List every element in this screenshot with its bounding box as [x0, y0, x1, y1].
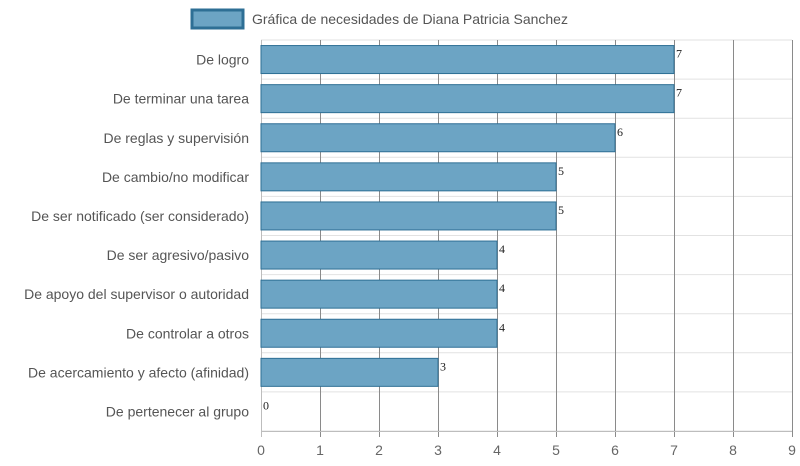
x-tick-label: 2 [375, 442, 383, 458]
legend-swatch[interactable] [190, 8, 245, 30]
bar-value-label: 0 [263, 398, 269, 412]
x-tick-label: 3 [434, 442, 442, 458]
x-tick-label: 5 [552, 442, 560, 458]
bar-value-label: 7 [676, 47, 682, 61]
bar[interactable] [260, 357, 439, 387]
bar[interactable] [260, 162, 557, 192]
category-label: De acercamiento y afecto (afinidad) [28, 364, 249, 380]
bar[interactable] [260, 318, 498, 348]
x-tick-label: 4 [493, 442, 501, 458]
bar-value-label: 3 [440, 359, 446, 373]
bar-value-label: 5 [558, 203, 564, 217]
legend-label[interactable]: Gráfica de necesidades de Diana Patricia… [252, 11, 568, 27]
x-tick-label: 6 [611, 442, 619, 458]
category-labels: De logro De terminar una tarea De reglas y… [24, 52, 249, 420]
bar-value-label: 7 [676, 86, 682, 100]
category-label: De apoyo del supervisor o autoridad [24, 286, 249, 302]
bar[interactable] [260, 201, 557, 231]
bar[interactable] [260, 84, 675, 114]
category-label: De ser notificado (ser considerado) [31, 208, 249, 224]
category-label: De cambio/no modificar [102, 169, 249, 185]
bar-value-label: 6 [617, 125, 623, 139]
bars [260, 45, 675, 387]
value-labels: 7 7 6 5 5 4 4 4 3 0 [263, 47, 682, 413]
bar-value-label: 4 [499, 320, 505, 334]
category-label: De reglas y supervisión [103, 130, 249, 146]
x-tick-label: 7 [670, 442, 678, 458]
category-label: De controlar a otros [126, 325, 249, 341]
bar[interactable] [260, 279, 498, 309]
bar-value-label: 5 [558, 164, 564, 178]
category-label: De terminar una tarea [113, 91, 249, 107]
x-tick-label: 0 [257, 442, 265, 458]
category-label: De pertenecer al grupo [106, 403, 249, 419]
bar[interactable] [260, 45, 675, 75]
bar[interactable] [260, 240, 498, 270]
bar-value-label: 4 [499, 242, 505, 256]
legend[interactable]: Gráfica de necesidades de Diana Patricia… [190, 8, 568, 30]
bar[interactable] [260, 123, 616, 153]
bar-value-label: 4 [499, 281, 505, 295]
x-tick-label: 1 [316, 442, 324, 458]
category-label: De logro [196, 52, 249, 68]
x-tick-label: 8 [729, 442, 737, 458]
x-tick-label: 9 [788, 442, 796, 458]
category-label: De ser agresivo/pasivo [107, 247, 250, 263]
x-axis-tick-labels: 0 1 2 3 4 5 6 7 8 9 [257, 442, 796, 458]
